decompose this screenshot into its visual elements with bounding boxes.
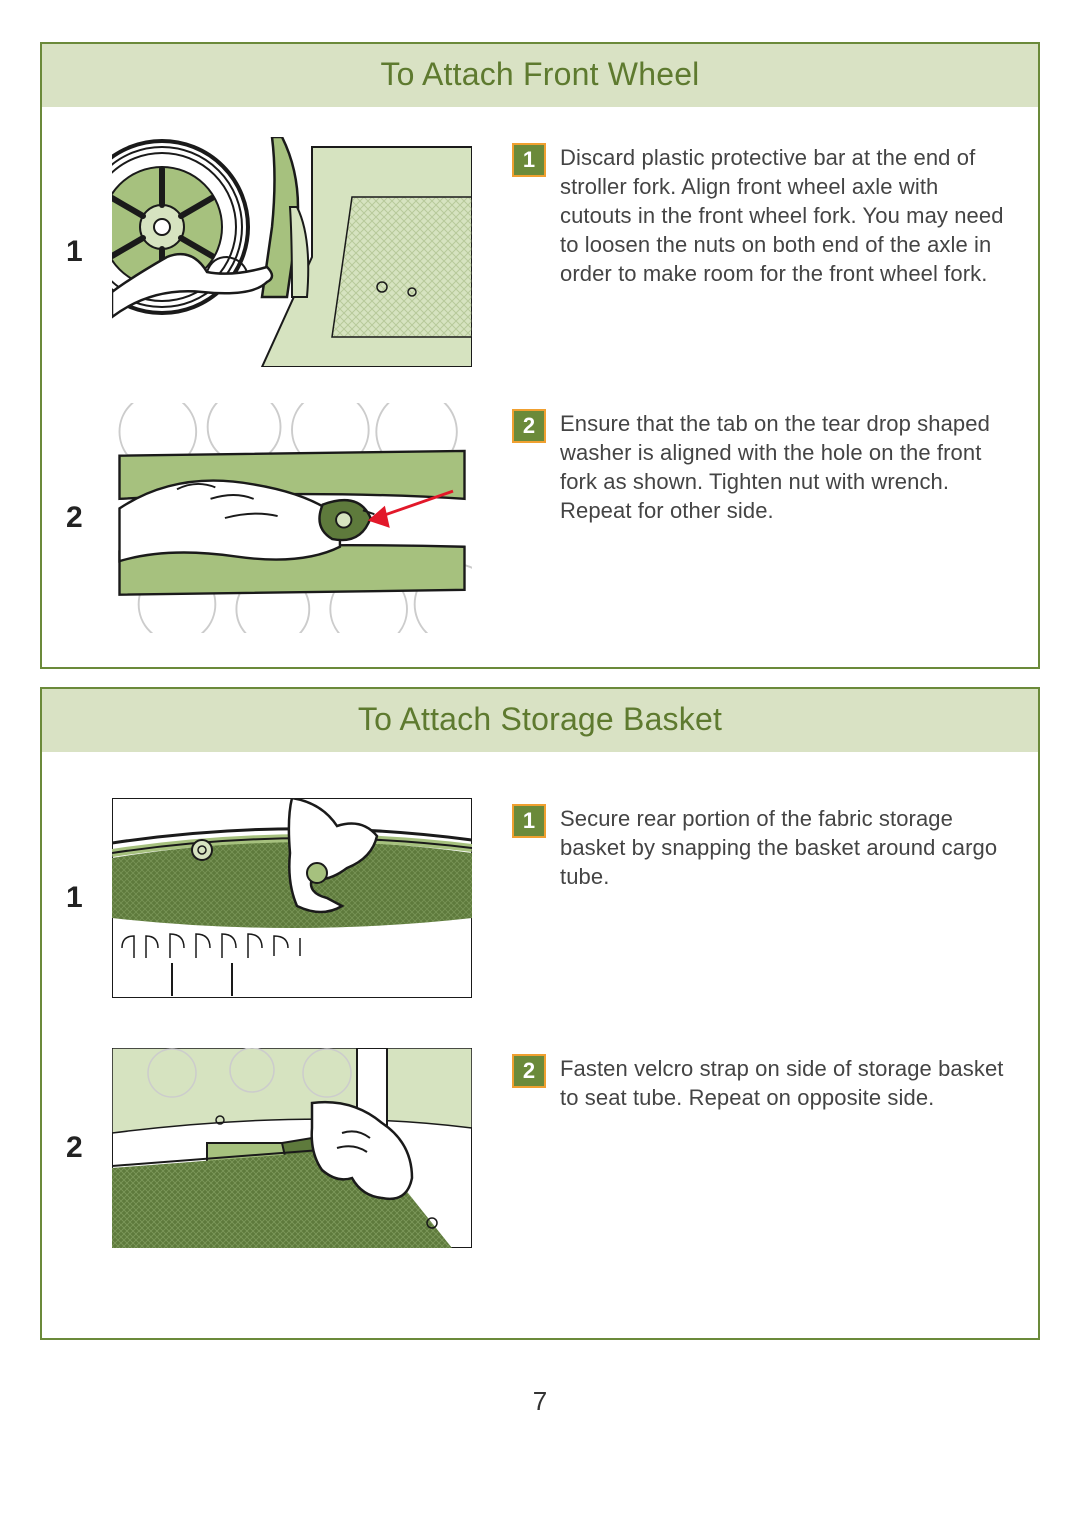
instruction-text: Fasten velcro strap on side of storage b… (560, 1054, 1014, 1112)
section-storage-basket: To Attach Storage Basket 1 (40, 687, 1040, 1340)
illustration-washer-tighten (112, 403, 472, 633)
instruction: 2 Ensure that the tab on the tear drop s… (512, 403, 1014, 525)
instruction-number-box: 1 (512, 143, 546, 177)
illustration-velcro-strap (112, 1048, 472, 1248)
instruction-number-box: 1 (512, 804, 546, 838)
instruction: 1 Secure rear portion of the fabric stor… (512, 798, 1014, 891)
instruction-text: Ensure that the tab on the tear drop sha… (560, 409, 1014, 525)
section-body: 1 (42, 107, 1038, 667)
instruction-number-box: 2 (512, 1054, 546, 1088)
instruction: 2 Fasten velcro strap on side of storage… (512, 1048, 1014, 1112)
section-body: 1 (42, 752, 1038, 1338)
section-title: To Attach Front Wheel (42, 44, 1038, 107)
illustration-wheel-align (112, 137, 472, 367)
step-row: 1 (66, 798, 1014, 998)
step-big-number: 1 (66, 235, 112, 269)
instruction: 1 Discard plastic protective bar at the … (512, 137, 1014, 288)
step-row: 2 (66, 403, 1014, 633)
step-row: 1 (66, 137, 1014, 367)
step-big-number: 1 (66, 881, 112, 915)
instruction-text: Secure rear portion of the fabric storag… (560, 804, 1014, 891)
step-row: 2 (66, 1048, 1014, 1248)
instruction-text: Discard plastic protective bar at the en… (560, 143, 1014, 288)
section-title: To Attach Storage Basket (42, 689, 1038, 752)
illustration-basket-snap (112, 798, 472, 998)
step-big-number: 2 (66, 1131, 112, 1165)
page-number: 7 (0, 1386, 1080, 1417)
instruction-number-box: 2 (512, 409, 546, 443)
step-big-number: 2 (66, 501, 112, 535)
section-front-wheel: To Attach Front Wheel 1 (40, 42, 1040, 669)
